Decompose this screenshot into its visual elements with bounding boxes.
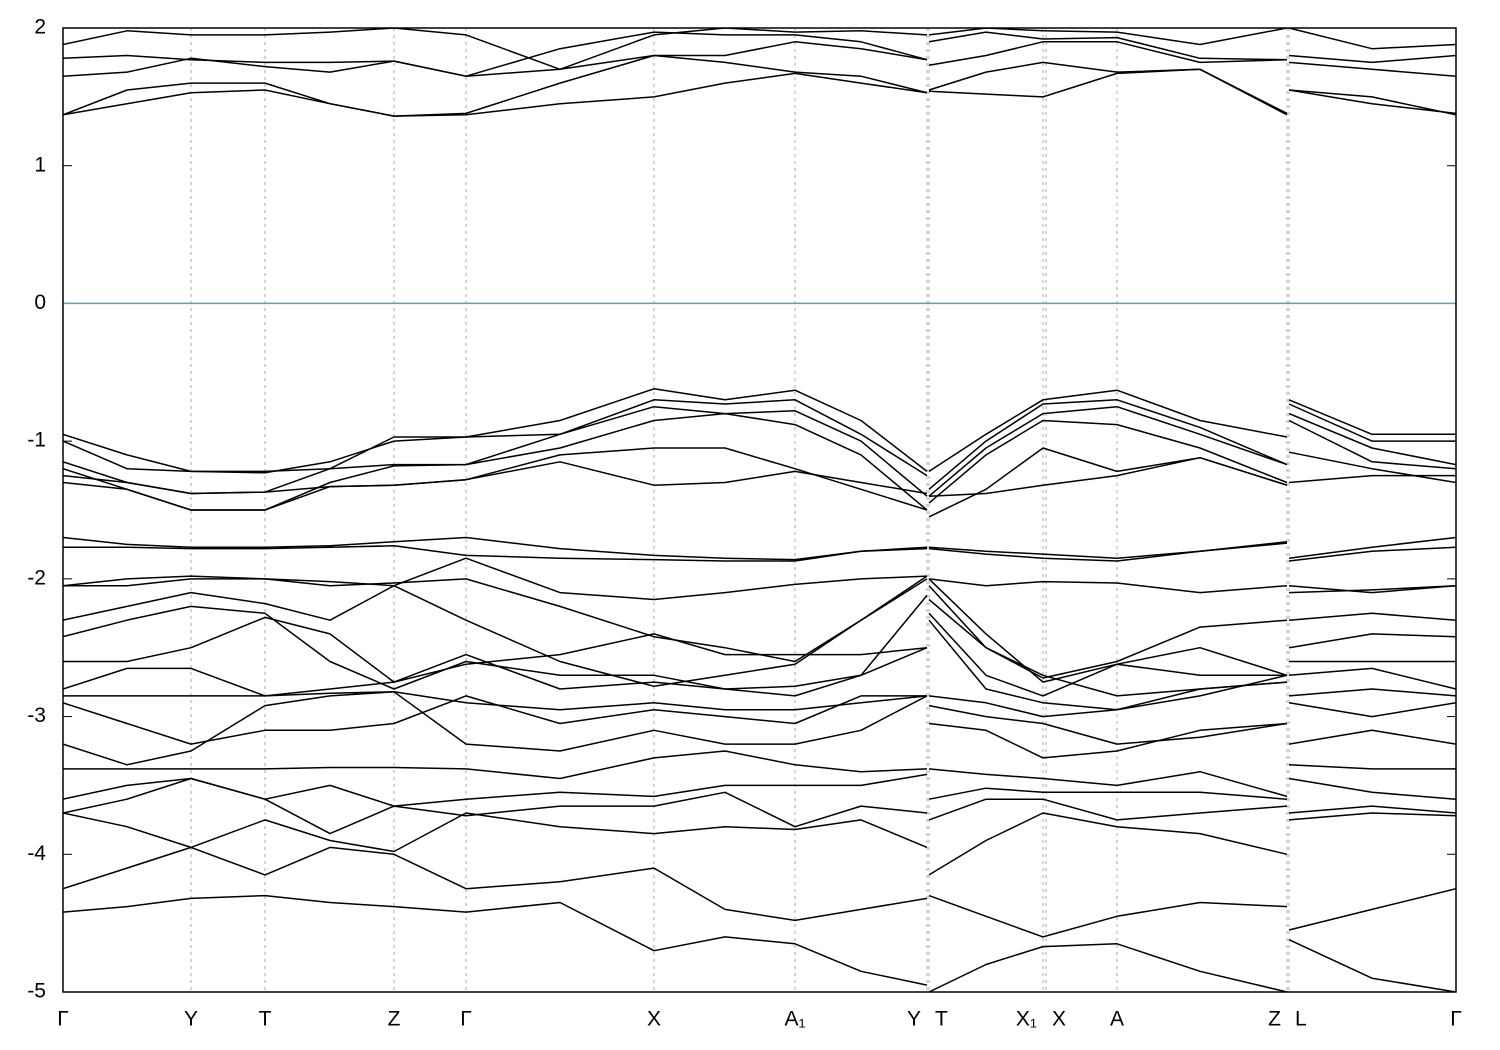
band (63, 612, 1456, 697)
band (63, 575, 1456, 679)
band (63, 773, 1456, 807)
band (63, 619, 1456, 711)
band (63, 542, 1456, 562)
x-tick-label: Γ (57, 1008, 69, 1031)
band (63, 750, 1456, 798)
x-tick-label: T (259, 1008, 272, 1031)
y-tick-label: 2 (34, 16, 46, 39)
y-tick-label: -5 (27, 980, 46, 1003)
band (63, 812, 1456, 876)
y-tick-label: -3 (27, 704, 46, 727)
y-tick-label: 1 (34, 153, 46, 176)
y-tick-label: -4 (27, 842, 46, 865)
band (63, 691, 1456, 766)
x-tick-label: L (1295, 1008, 1307, 1031)
band (63, 557, 1456, 601)
band (63, 54, 1456, 117)
x-tick-label: T (935, 1008, 948, 1031)
bands (63, 28, 1456, 992)
y-tick-label: 0 (34, 291, 46, 314)
x-tick-label: Γ (1450, 1008, 1462, 1031)
x-tick-label: X (647, 1008, 661, 1031)
x-tick-label: A (1110, 1008, 1124, 1031)
x-tick-label: Y (907, 1008, 921, 1031)
band (63, 399, 1456, 490)
grid (62, 27, 1457, 993)
y-tick-label: -2 (27, 566, 46, 589)
band (63, 695, 1456, 745)
x-tick-label: Y (184, 1008, 198, 1031)
band (63, 412, 1456, 511)
band (63, 674, 1456, 718)
band (63, 31, 1456, 77)
x-tick-label: Γ (460, 1008, 472, 1031)
x-tick-label: X (1052, 1008, 1066, 1031)
x-tick-label: A₁ (784, 1008, 805, 1031)
x-tick-label: X₁ (1016, 1008, 1037, 1031)
band (63, 594, 1456, 697)
band (63, 578, 1456, 688)
plot-frame (62, 27, 1457, 993)
band (63, 777, 1456, 835)
band (63, 456, 1456, 497)
band (63, 846, 1456, 938)
band (63, 894, 1456, 992)
band (63, 405, 1456, 497)
x-tick-label: Z (1268, 1008, 1281, 1031)
x-tick-label: Z (388, 1008, 401, 1031)
band (63, 28, 1456, 71)
y-tick-label: -1 (27, 429, 46, 452)
